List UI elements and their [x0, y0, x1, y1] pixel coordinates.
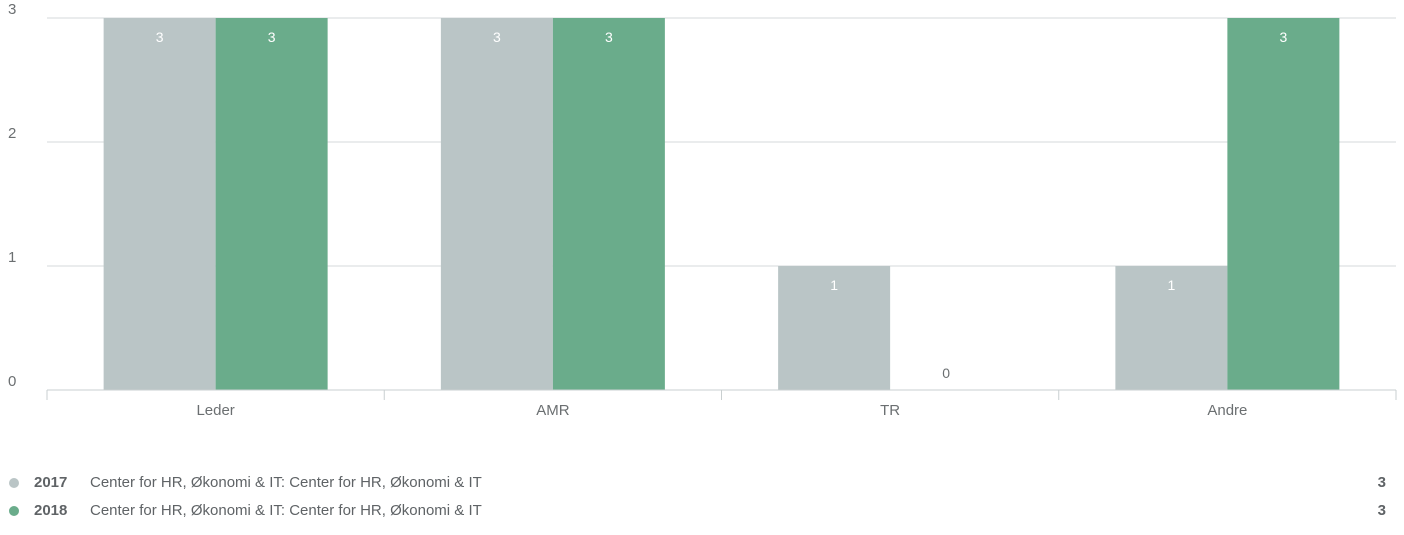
legend-label: Center for HR, Økonomi & IT: Center for … — [90, 474, 482, 491]
data-label: 3 — [156, 29, 164, 45]
legend-item-2017[interactable]: 2017 Center for HR, Økonomi & IT: Center… — [0, 470, 1404, 496]
data-label: 3 — [605, 29, 613, 45]
y-tick-label: 3 — [8, 1, 16, 18]
data-label: 1 — [830, 277, 838, 293]
legend-marker-2018 — [9, 506, 19, 516]
bar-2017-Andre — [1115, 266, 1228, 390]
x-tick-label: Leder — [196, 402, 234, 419]
legend-year: 2017 — [34, 474, 68, 491]
legend: 2017 Center for HR, Økonomi & IT: Center… — [0, 470, 1404, 519]
data-label: 3 — [493, 29, 501, 45]
legend-marker-2017 — [9, 478, 19, 488]
y-axis-ticks: 0 1 2 3 — [8, 1, 16, 390]
data-labels: 3 3 3 3 1 0 1 3 — [156, 29, 1288, 381]
y-tick-label: 1 — [8, 249, 16, 266]
legend-value: 3 — [1377, 474, 1386, 491]
bar-2018-AMR — [552, 18, 665, 390]
y-tick-label: 2 — [8, 125, 16, 142]
x-tick-label: TR — [880, 402, 900, 419]
data-label: 3 — [1279, 29, 1287, 45]
bar-2017-TR — [778, 266, 891, 390]
data-label: 3 — [268, 29, 276, 45]
legend-year: 2018 — [34, 502, 68, 519]
bar-2018-Andre — [1227, 18, 1340, 390]
bars — [103, 18, 1340, 390]
data-label: 1 — [1167, 277, 1175, 293]
legend-value: 3 — [1377, 502, 1386, 519]
bar-2018-Leder — [215, 18, 328, 390]
x-tick-label: AMR — [536, 402, 570, 419]
data-label: 0 — [942, 365, 950, 381]
y-tick-label: 0 — [8, 373, 16, 390]
legend-item-2018[interactable]: 2018 Center for HR, Økonomi & IT: Center… — [0, 498, 1404, 524]
bar-2017-Leder — [103, 18, 216, 390]
bar-2017-AMR — [440, 18, 553, 390]
legend-label: Center for HR, Økonomi & IT: Center for … — [90, 502, 482, 519]
bar-chart: 0 1 2 3 3 3 3 3 1 0 1 3 Leder AMR TR Andre — [8, 1, 1397, 419]
x-tick-label: Andre — [1207, 402, 1247, 419]
x-axis: Leder AMR TR Andre — [46, 389, 1397, 419]
